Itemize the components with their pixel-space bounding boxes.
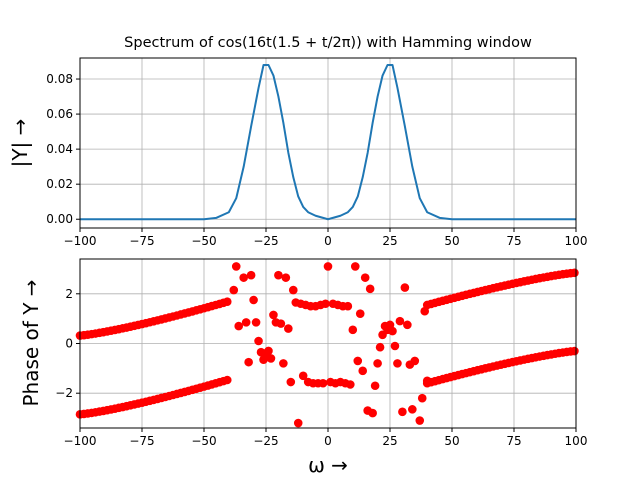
phase-point (343, 301, 353, 311)
phase-point (249, 295, 258, 305)
phase-point (395, 316, 405, 326)
magnitude-x-tick-label: 100 (565, 234, 588, 248)
phase-panel: −100 −75 −50 −25 0 25 50 75 100 −2 0 2 Phase of Y →… (19, 258, 587, 477)
phase-x-tick-label: −25 (253, 434, 278, 448)
phase-y-tick-label: 2 (65, 287, 73, 301)
phase-point (251, 318, 261, 327)
phase-y-tick-label: −2 (55, 386, 73, 400)
phase-y-tick-label: 0 (65, 337, 73, 351)
phase-x-tick-label: −75 (129, 434, 154, 448)
phase-point (279, 359, 288, 368)
x-axis-label: ω → (308, 453, 348, 477)
phase-point (229, 285, 239, 295)
phase-point (281, 273, 291, 282)
phase-point (239, 273, 248, 282)
phase-point (288, 285, 298, 295)
magnitude-y-tick-label: 0.02 (46, 177, 73, 191)
phase-point (321, 299, 330, 309)
phase-point (408, 405, 417, 414)
phase-point (222, 297, 232, 307)
magnitude-y-tick-label: 0.00 (46, 212, 73, 226)
phase-x-tick-label: 0 (324, 434, 332, 448)
phase-point (350, 262, 360, 271)
phase-point (358, 366, 368, 376)
phase-point (284, 324, 293, 333)
phase-point (231, 262, 241, 271)
phase-point (420, 306, 430, 316)
phase-point (286, 377, 296, 387)
phase-ticks: −100 −75 −50 −25 0 25 50 75 100 −2 0 2 (55, 287, 587, 448)
magnitude-x-tick-label: −25 (253, 234, 278, 248)
phase-point (403, 320, 412, 330)
magnitude-x-tick-label: 75 (506, 234, 521, 248)
phase-point (348, 325, 358, 335)
phase-point (417, 393, 427, 403)
magnitude-x-tick-label: 25 (382, 234, 397, 248)
magnitude-x-tick-label: −75 (129, 234, 154, 248)
phase-point (254, 336, 263, 346)
phase-point (360, 273, 370, 282)
phase-x-tick-label: 25 (382, 434, 397, 448)
magnitude-x-tick-label: 0 (324, 234, 332, 248)
phase-point (390, 341, 400, 351)
magnitude-panel: −100 −75 −50 −25 0 25 50 75 100 0.00 0.02 0.04 0.06 0… (8, 35, 587, 248)
phase-point (422, 376, 432, 386)
phase-y-label: Phase of Y → (19, 279, 43, 406)
phase-point (398, 407, 407, 417)
phase-point (570, 268, 579, 278)
magnitude-x-tick-label: −50 (191, 234, 216, 248)
magnitude-x-tick-label: 50 (444, 234, 459, 248)
phase-point (393, 359, 402, 368)
phase-point (388, 326, 397, 336)
phase-point (246, 270, 256, 280)
phase-x-tick-label: 75 (506, 434, 521, 448)
phase-x-tick-label: −50 (191, 434, 216, 448)
magnitude-y-tick-label: 0.08 (46, 72, 73, 86)
phase-point (222, 375, 232, 385)
magnitude-y-tick-label: 0.04 (46, 142, 73, 156)
phase-point (370, 381, 380, 391)
phase-point (346, 380, 355, 389)
phase-point (293, 418, 303, 428)
phase-point (234, 321, 244, 331)
magnitude-y-tick-label: 0.06 (46, 107, 73, 121)
phase-point (570, 346, 579, 356)
magnitude-ticks: −100 −75 −50 −25 0 25 50 75 100 0.00 0.02 0.04 0.06 0… (46, 72, 587, 248)
magnitude-line (80, 64, 576, 221)
phase-point (410, 356, 420, 366)
magnitude-x-tick-label: −100 (64, 234, 97, 248)
phase-point (375, 342, 385, 352)
phase-point (400, 283, 410, 292)
phase-point (355, 309, 365, 318)
phase-x-tick-label: 50 (444, 434, 459, 448)
phase-point (368, 408, 377, 418)
magnitude-series (80, 64, 576, 221)
chart-title: Spectrum of cos(16t(1.5 + t/2π)) with Ha… (124, 35, 532, 51)
magnitude-y-label: |Y| → (8, 119, 32, 168)
phase-series (75, 262, 579, 428)
phase-point (365, 284, 375, 294)
phase-point (415, 416, 425, 425)
phase-point (266, 354, 276, 363)
phase-point (276, 319, 286, 328)
phase-point (318, 378, 328, 388)
phase-point (353, 356, 363, 366)
phase-point (244, 357, 253, 367)
phase-x-tick-label: −100 (64, 434, 97, 448)
phase-x-tick-label: 100 (565, 434, 588, 448)
phase-point (269, 310, 278, 320)
phase-point (241, 318, 251, 327)
phase-point (298, 371, 308, 381)
phase-point (264, 346, 273, 356)
phase-point (274, 270, 283, 280)
phase-point (323, 262, 333, 271)
phase-point (373, 359, 382, 368)
